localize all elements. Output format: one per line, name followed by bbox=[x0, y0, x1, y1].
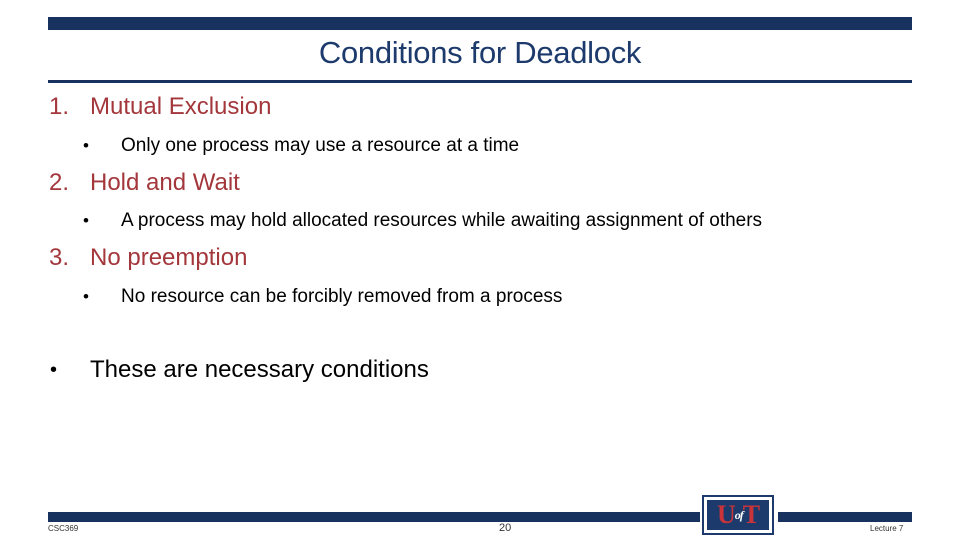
header-bar bbox=[48, 17, 912, 30]
condition-number: 1. bbox=[49, 93, 70, 120]
condition-detail: Only one process may use a resource at a… bbox=[121, 135, 520, 156]
uoft-logo: UofT bbox=[702, 495, 774, 535]
title-divider bbox=[48, 80, 912, 83]
footer-course: CSC369 bbox=[48, 524, 79, 533]
condition-detail: A process may hold allocated resources w… bbox=[121, 210, 763, 231]
condition-heading-mutual-exclusion: Mutual Exclusion bbox=[90, 93, 272, 120]
bullet-icon: • bbox=[83, 211, 89, 230]
slide-title: Conditions for Deadlock bbox=[318, 35, 642, 70]
footer-bar bbox=[48, 512, 700, 522]
bullet-icon: • bbox=[83, 136, 89, 155]
condition-heading-hold-and-wait: Hold and Wait bbox=[90, 169, 240, 196]
footer-lecture: Lecture 7 bbox=[870, 524, 904, 533]
condition-detail: No resource can be forcibly removed from… bbox=[121, 286, 563, 307]
logo-letter-t: T bbox=[742, 500, 760, 529]
condition-number: 2. bbox=[49, 169, 70, 196]
bullet-icon: • bbox=[83, 287, 89, 306]
bullet-icon: • bbox=[50, 359, 58, 381]
condition-heading-no-preemption: No preemption bbox=[90, 244, 248, 271]
summary-text: These are necessary conditions bbox=[90, 356, 429, 383]
logo-letters-of: of bbox=[734, 508, 744, 522]
logo-letter-u: U bbox=[716, 500, 736, 529]
footer-bar bbox=[778, 512, 912, 522]
condition-number: 3. bbox=[49, 244, 70, 271]
page-number: 20 bbox=[499, 522, 512, 534]
